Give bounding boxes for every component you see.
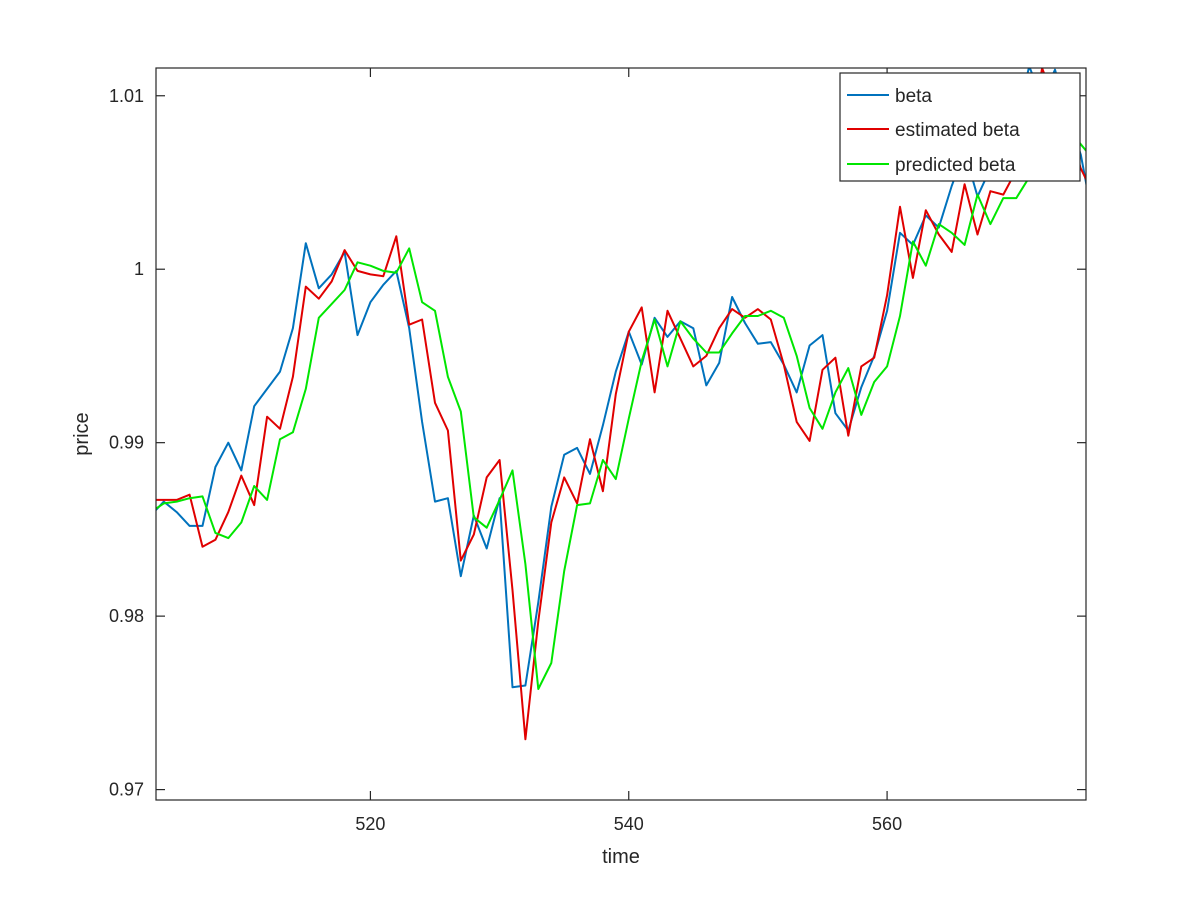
x-axis-label: time <box>602 846 640 868</box>
series-layer <box>156 68 1086 741</box>
y-axis-label: price <box>71 412 93 455</box>
plot-frame <box>155 67 1087 801</box>
series-line-predicted-beta <box>156 94 1086 690</box>
series-line-beta <box>156 68 1086 689</box>
y-tick-label: 1 <box>134 259 144 279</box>
tick-layer: 520 540 560 0.97 0.98 0.99 1 1.01 <box>109 68 1086 834</box>
y-tick-label: 1.01 <box>109 86 144 106</box>
x-tick-label: 520 <box>355 814 385 834</box>
legend-label-beta: beta <box>895 86 932 107</box>
legend-label-predicted-beta: predicted beta <box>895 155 1016 176</box>
y-tick-label: 0.99 <box>109 433 144 453</box>
legend: beta estimated beta predicted beta <box>839 72 1081 182</box>
x-tick-label: 560 <box>872 814 902 834</box>
legend-label-estimated-beta: estimated beta <box>895 120 1020 141</box>
y-tick-label: 0.98 <box>109 606 144 626</box>
x-tick-label: 540 <box>614 814 644 834</box>
plot-area <box>156 68 1086 800</box>
y-tick-label: 0.97 <box>109 780 144 800</box>
